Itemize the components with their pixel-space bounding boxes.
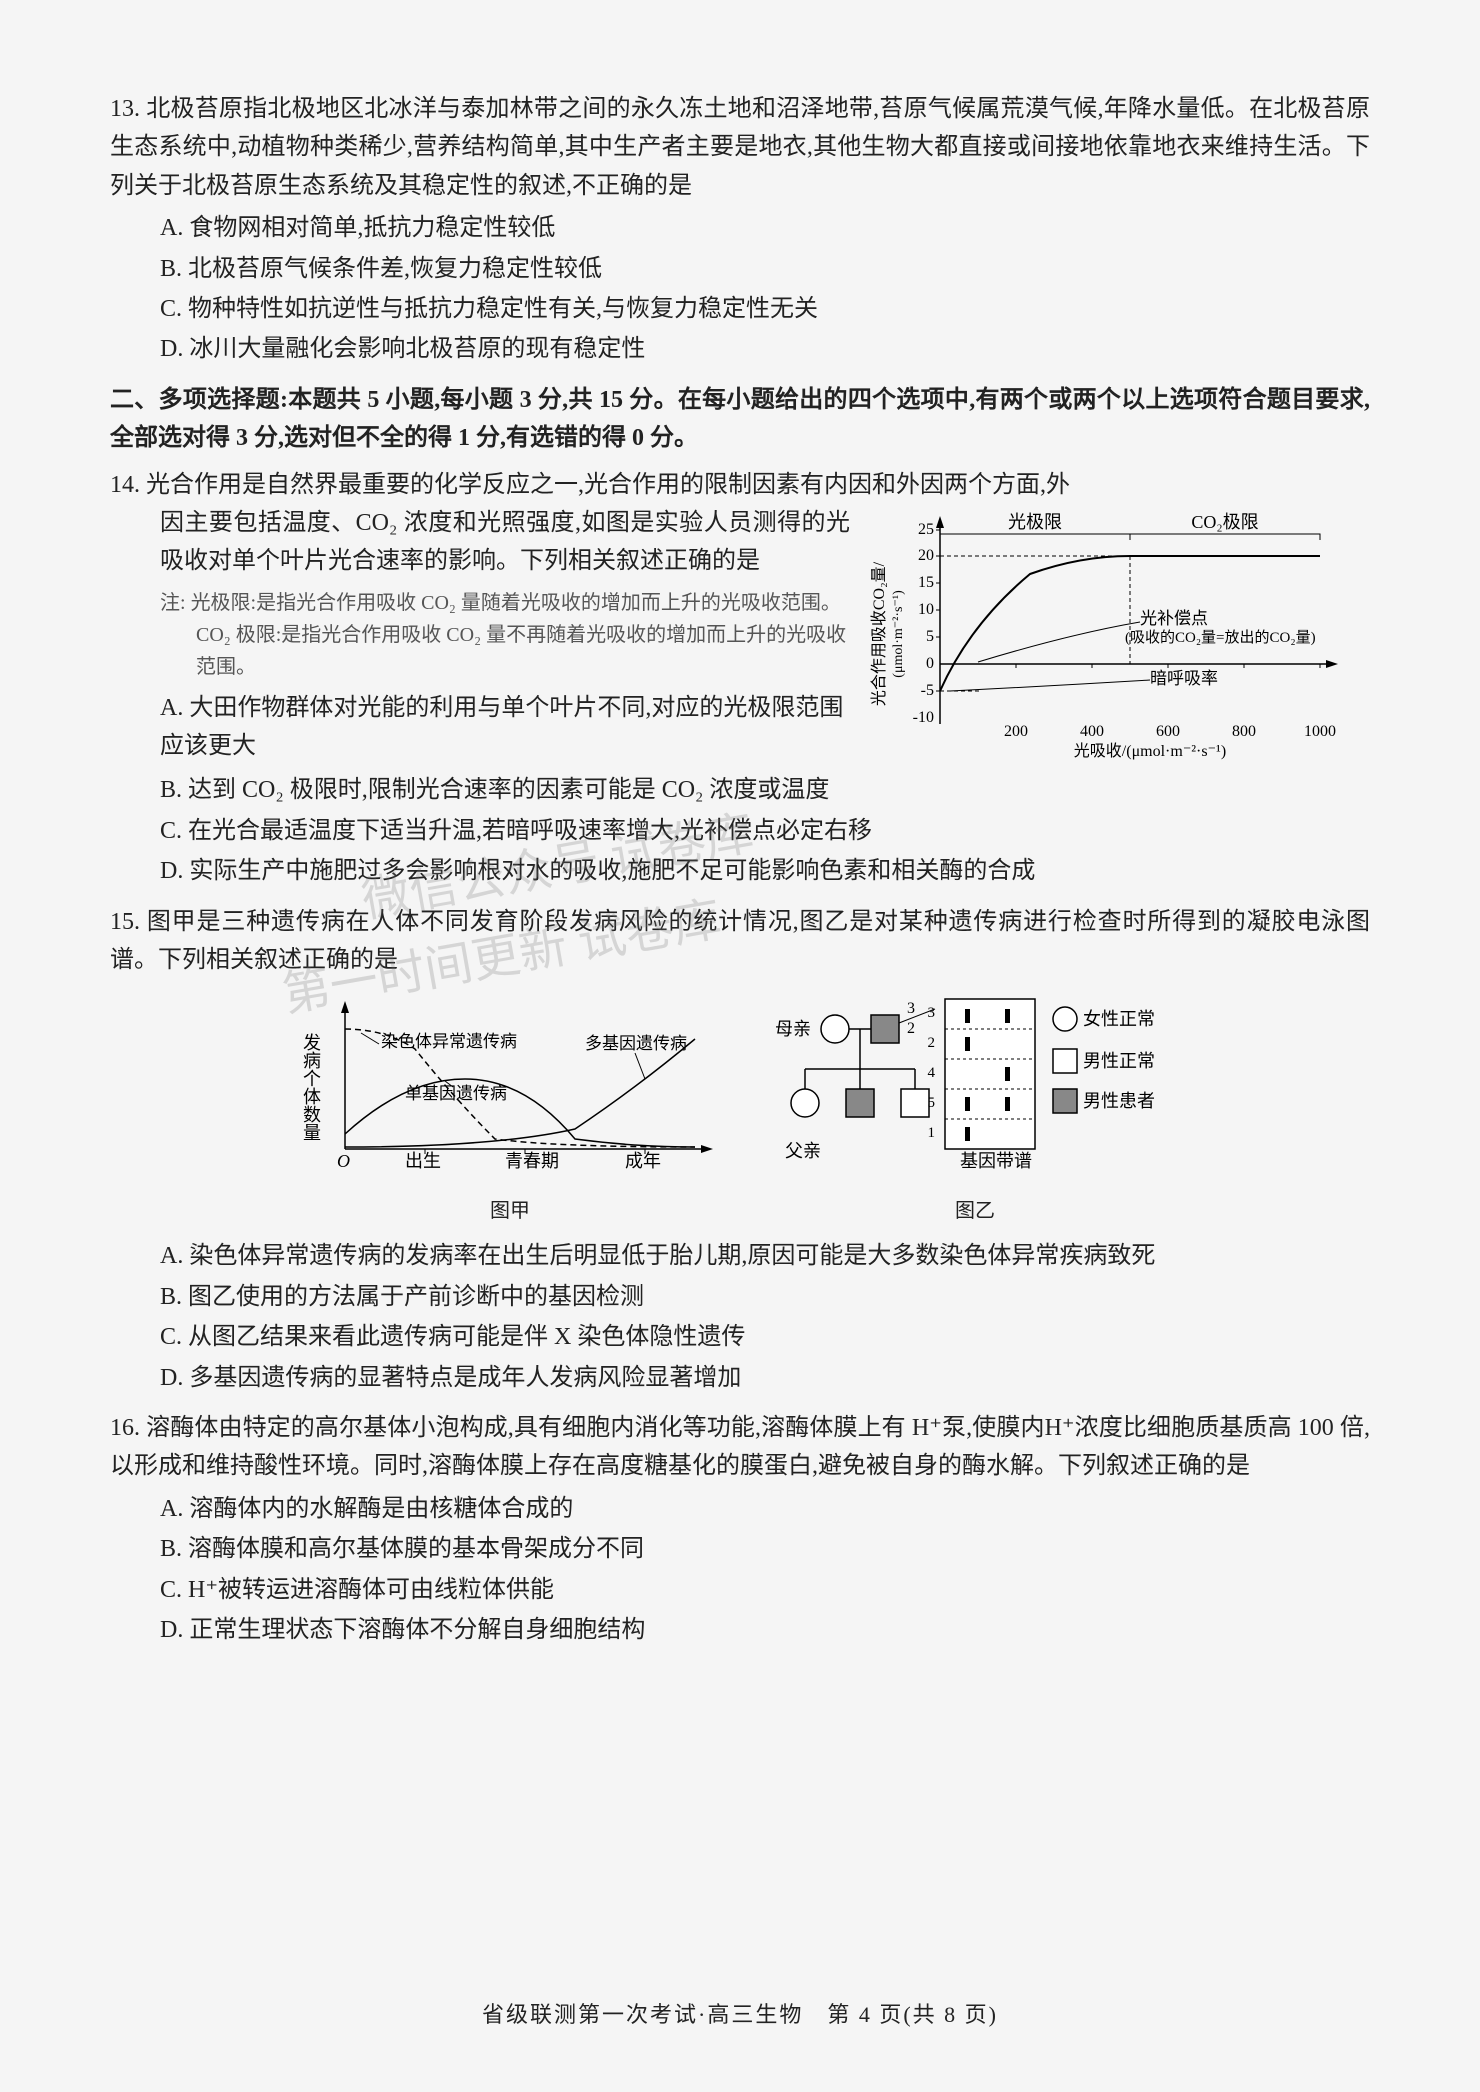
q16-option-a: A. 溶酶体内的水解酶是由核糖体合成的 bbox=[160, 1490, 1370, 1528]
q13-option-a: A. 食物网相对简单,抵抗力稳定性较低 bbox=[160, 209, 1370, 247]
svg-text:3: 3 bbox=[928, 1005, 936, 1021]
q14-option-a: A. 大田作物群体对光能的利用与单个叶片不同,对应的光极限范围应该更大 bbox=[160, 689, 850, 766]
question-16: 16. 溶酶体由特定的高尔基体小泡构成,具有细胞内消化等功能,溶酶体膜上有 H⁺… bbox=[110, 1409, 1370, 1649]
q13-text: 北极苔原指北极地区北冰洋与泰加林带之间的永久冻土地和沼泽地带,苔原气候属荒漠气候… bbox=[110, 96, 1370, 199]
svg-text:25: 25 bbox=[918, 521, 934, 538]
svg-text:女性正常: 女性正常 bbox=[1083, 1009, 1155, 1029]
q16-stem: 16. 溶酶体由特定的高尔基体小泡构成,具有细胞内消化等功能,溶酶体膜上有 H⁺… bbox=[110, 1409, 1370, 1486]
q14-chart: 25 20 15 10 5 0 -5 -10 200 400 600 800 1… bbox=[870, 504, 1370, 764]
q14-xlabel: 光吸收/(μmol·m⁻²·s⁻¹) bbox=[1074, 742, 1226, 760]
label-light-limit: 光极限 bbox=[1008, 512, 1062, 532]
svg-text:10: 10 bbox=[918, 601, 934, 618]
label-dark-resp: 暗呼吸率 bbox=[1150, 669, 1218, 688]
q13-stem: 13. 北极苔原指北极地区北冰洋与泰加林带之间的永久冻土地和沼泽地带,苔原气候属… bbox=[110, 90, 1370, 205]
svg-text:发病个体数量: 发病个体数量 bbox=[301, 1033, 321, 1141]
svg-text:-10: -10 bbox=[913, 709, 934, 726]
q14-note1: 光极限:是指光合作用吸收 CO₂ 量随着光吸收的增加而上升的光吸收范围。 bbox=[191, 592, 841, 614]
svg-text:800: 800 bbox=[1232, 723, 1256, 740]
q14-option-c: C. 在光合最适温度下适当升温,若暗呼吸速率增大,光补偿点必定右移 bbox=[160, 812, 1370, 850]
svg-text:O: O bbox=[337, 1151, 350, 1171]
q14-text1: 光合作用是自然界最重要的化学反应之一,光合作用的限制因素有内因和外因两个方面,外 bbox=[146, 472, 1070, 498]
section-2-header: 二、多项选择题:本题共 5 小题,每小题 3 分,共 15 分。在每小题给出的四… bbox=[110, 381, 1370, 458]
svg-text:男性正常: 男性正常 bbox=[1083, 1051, 1155, 1071]
svg-text:基因带谱: 基因带谱 bbox=[960, 1151, 1032, 1171]
q15-number: 15. bbox=[110, 909, 140, 935]
q14-option-b: B. 达到 CO₂ 极限时,限制光合速率的因素可能是 CO₂ 浓度或温度 bbox=[160, 771, 1370, 809]
q16-option-d: D. 正常生理状态下溶酶体不分解自身细胞结构 bbox=[160, 1611, 1370, 1649]
svg-text:15: 15 bbox=[918, 574, 934, 591]
svg-text:200: 200 bbox=[1004, 723, 1028, 740]
q15-option-d: D. 多基因遗传病的显著特点是成年人发病风险显著增加 bbox=[160, 1359, 1370, 1397]
q15-text: 图甲是三种遗传病在人体不同发育阶段发病风险的统计情况,图乙是对某种遗传病进行检查… bbox=[110, 909, 1370, 973]
q13-option-c: C. 物种特性如抗逆性与抵抗力稳定性有关,与恢复力稳定性无关 bbox=[160, 290, 1370, 328]
svg-text:1000: 1000 bbox=[1304, 723, 1336, 740]
q14-text2: 因主要包括温度、CO₂ 浓度和光照强度,如图是实验人员测得的光吸收对单个叶片光合… bbox=[110, 504, 850, 581]
svg-text:4: 4 bbox=[928, 1065, 936, 1081]
q16-option-b: B. 溶酶体膜和高尔基体膜的基本骨架成分不同 bbox=[160, 1530, 1370, 1568]
question-13: 13. 北极苔原指北极地区北冰洋与泰加林带之间的永久冻土地和沼泽地带,苔原气候属… bbox=[110, 90, 1370, 369]
svg-text:青春期: 青春期 bbox=[505, 1151, 559, 1171]
q13-option-b: B. 北极苔原气候条件差,恢复力稳定性较低 bbox=[160, 250, 1370, 288]
svg-text:2: 2 bbox=[928, 1035, 936, 1051]
q15-option-b: B. 图乙使用的方法属于产前诊断中的基因检测 bbox=[160, 1278, 1370, 1316]
question-15: 15. 图甲是三种遗传病在人体不同发育阶段发病风险的统计情况,图乙是对某种遗传病… bbox=[110, 903, 1370, 1397]
q14-option-d: D. 实际生产中施肥过多会影响根对水的吸收,施肥不足可能影响色素和相关酶的合成 bbox=[160, 852, 1370, 890]
svg-text:父亲: 父亲 bbox=[785, 1141, 821, 1161]
svg-text:1: 1 bbox=[928, 1125, 936, 1141]
q15-option-a: A. 染色体异常遗传病的发病率在出生后明显低于胎儿期,原因可能是大多数染色体异常… bbox=[160, 1237, 1370, 1275]
q15-chart-a: 发病个体数量 O 出生 青春期 成年 染色体异常遗传病 单基因遗传病 多基因遗传… bbox=[295, 989, 725, 1227]
q15-caption-b: 图乙 bbox=[765, 1195, 1185, 1227]
label-compensation: 光补偿点 bbox=[1140, 609, 1208, 628]
svg-text:2: 2 bbox=[907, 1020, 915, 1037]
svg-text:单基因遗传病: 单基因遗传病 bbox=[405, 1084, 507, 1103]
q13-options: A. 食物网相对简单,抵抗力稳定性较低 B. 北极苔原气候条件差,恢复力稳定性较… bbox=[110, 209, 1370, 369]
q13-option-d: D. 冰川大量融化会影响北极苔原的现有稳定性 bbox=[160, 330, 1370, 368]
svg-text:-5: -5 bbox=[921, 682, 934, 699]
q14-ylabel: 光合作用吸收CO₂量/ bbox=[870, 561, 888, 706]
q14-options-partial: A. 大田作物群体对光能的利用与单个叶片不同,对应的光极限范围应该更大 bbox=[110, 689, 850, 766]
svg-text:母亲: 母亲 bbox=[775, 1019, 811, 1039]
q14-stem-line1: 14. 光合作用是自然界最重要的化学反应之一,光合作用的限制因素有内因和外因两个… bbox=[110, 466, 1370, 504]
svg-text:5: 5 bbox=[928, 1095, 936, 1111]
label-compensation-eq: (吸收的CO₂量=放出的CO₂量) bbox=[1125, 629, 1316, 646]
q15-option-c: C. 从图乙结果来看此遗传病可能是伴 X 染色体隐性遗传 bbox=[160, 1318, 1370, 1356]
q15-stem: 15. 图甲是三种遗传病在人体不同发育阶段发病风险的统计情况,图乙是对某种遗传病… bbox=[110, 903, 1370, 980]
question-14: 14. 光合作用是自然界最重要的化学反应之一,光合作用的限制因素有内因和外因两个… bbox=[110, 466, 1370, 891]
svg-text:3: 3 bbox=[907, 1000, 915, 1017]
svg-text:0: 0 bbox=[926, 655, 934, 672]
svg-text:成年: 成年 bbox=[625, 1151, 661, 1171]
svg-text:男性患者: 男性患者 bbox=[1083, 1091, 1155, 1111]
q16-options: A. 溶酶体内的水解酶是由核糖体合成的 B. 溶酶体膜和高尔基体膜的基本骨架成分… bbox=[110, 1490, 1370, 1650]
q14-note: 注: 光极限:是指光合作用吸收 CO₂ 量随着光吸收的增加而上升的光吸收范围。 … bbox=[110, 587, 850, 683]
svg-text:600: 600 bbox=[1156, 723, 1180, 740]
q16-number: 16. bbox=[110, 1415, 140, 1441]
q15-charts: 发病个体数量 O 出生 青春期 成年 染色体异常遗传病 单基因遗传病 多基因遗传… bbox=[110, 989, 1370, 1227]
q14-options-rest: B. 达到 CO₂ 极限时,限制光合速率的因素可能是 CO₂ 浓度或温度 C. … bbox=[110, 771, 1370, 890]
q16-option-c: C. H⁺被转运进溶酶体可由线粒体供能 bbox=[160, 1571, 1370, 1609]
q16-text: 溶酶体由特定的高尔基体小泡构成,具有细胞内消化等功能,溶酶体膜上有 H⁺泵,使膜… bbox=[110, 1415, 1370, 1479]
svg-text:染色体异常遗传病: 染色体异常遗传病 bbox=[381, 1032, 517, 1051]
page-footer: 省级联测第一次考试·高三生物 第 4 页(共 8 页) bbox=[0, 1997, 1480, 2032]
svg-text:出生: 出生 bbox=[405, 1151, 441, 1171]
q13-number: 13. bbox=[110, 96, 140, 122]
q14-number: 14. bbox=[110, 472, 140, 498]
q14-note2: CO₂ 极限:是指光合作用吸收 CO₂ 量不再随着光吸收的增加而上升的光吸收范围… bbox=[160, 619, 850, 683]
svg-text:(μmol·m⁻²·s⁻¹): (μmol·m⁻²·s⁻¹) bbox=[891, 590, 906, 678]
q15-chart-b: 母亲 父亲 3 2 bbox=[765, 989, 1185, 1227]
q15-caption-a: 图甲 bbox=[295, 1195, 725, 1227]
label-co2-limit: CO₂极限 bbox=[1191, 512, 1258, 532]
svg-text:400: 400 bbox=[1080, 723, 1104, 740]
q15-options: A. 染色体异常遗传病的发病率在出生后明显低于胎儿期,原因可能是大多数染色体异常… bbox=[110, 1237, 1370, 1397]
svg-text:5: 5 bbox=[926, 628, 934, 645]
svg-text:多基因遗传病: 多基因遗传病 bbox=[585, 1034, 687, 1053]
svg-text:20: 20 bbox=[918, 547, 934, 564]
q14-note-label: 注: bbox=[160, 592, 186, 614]
